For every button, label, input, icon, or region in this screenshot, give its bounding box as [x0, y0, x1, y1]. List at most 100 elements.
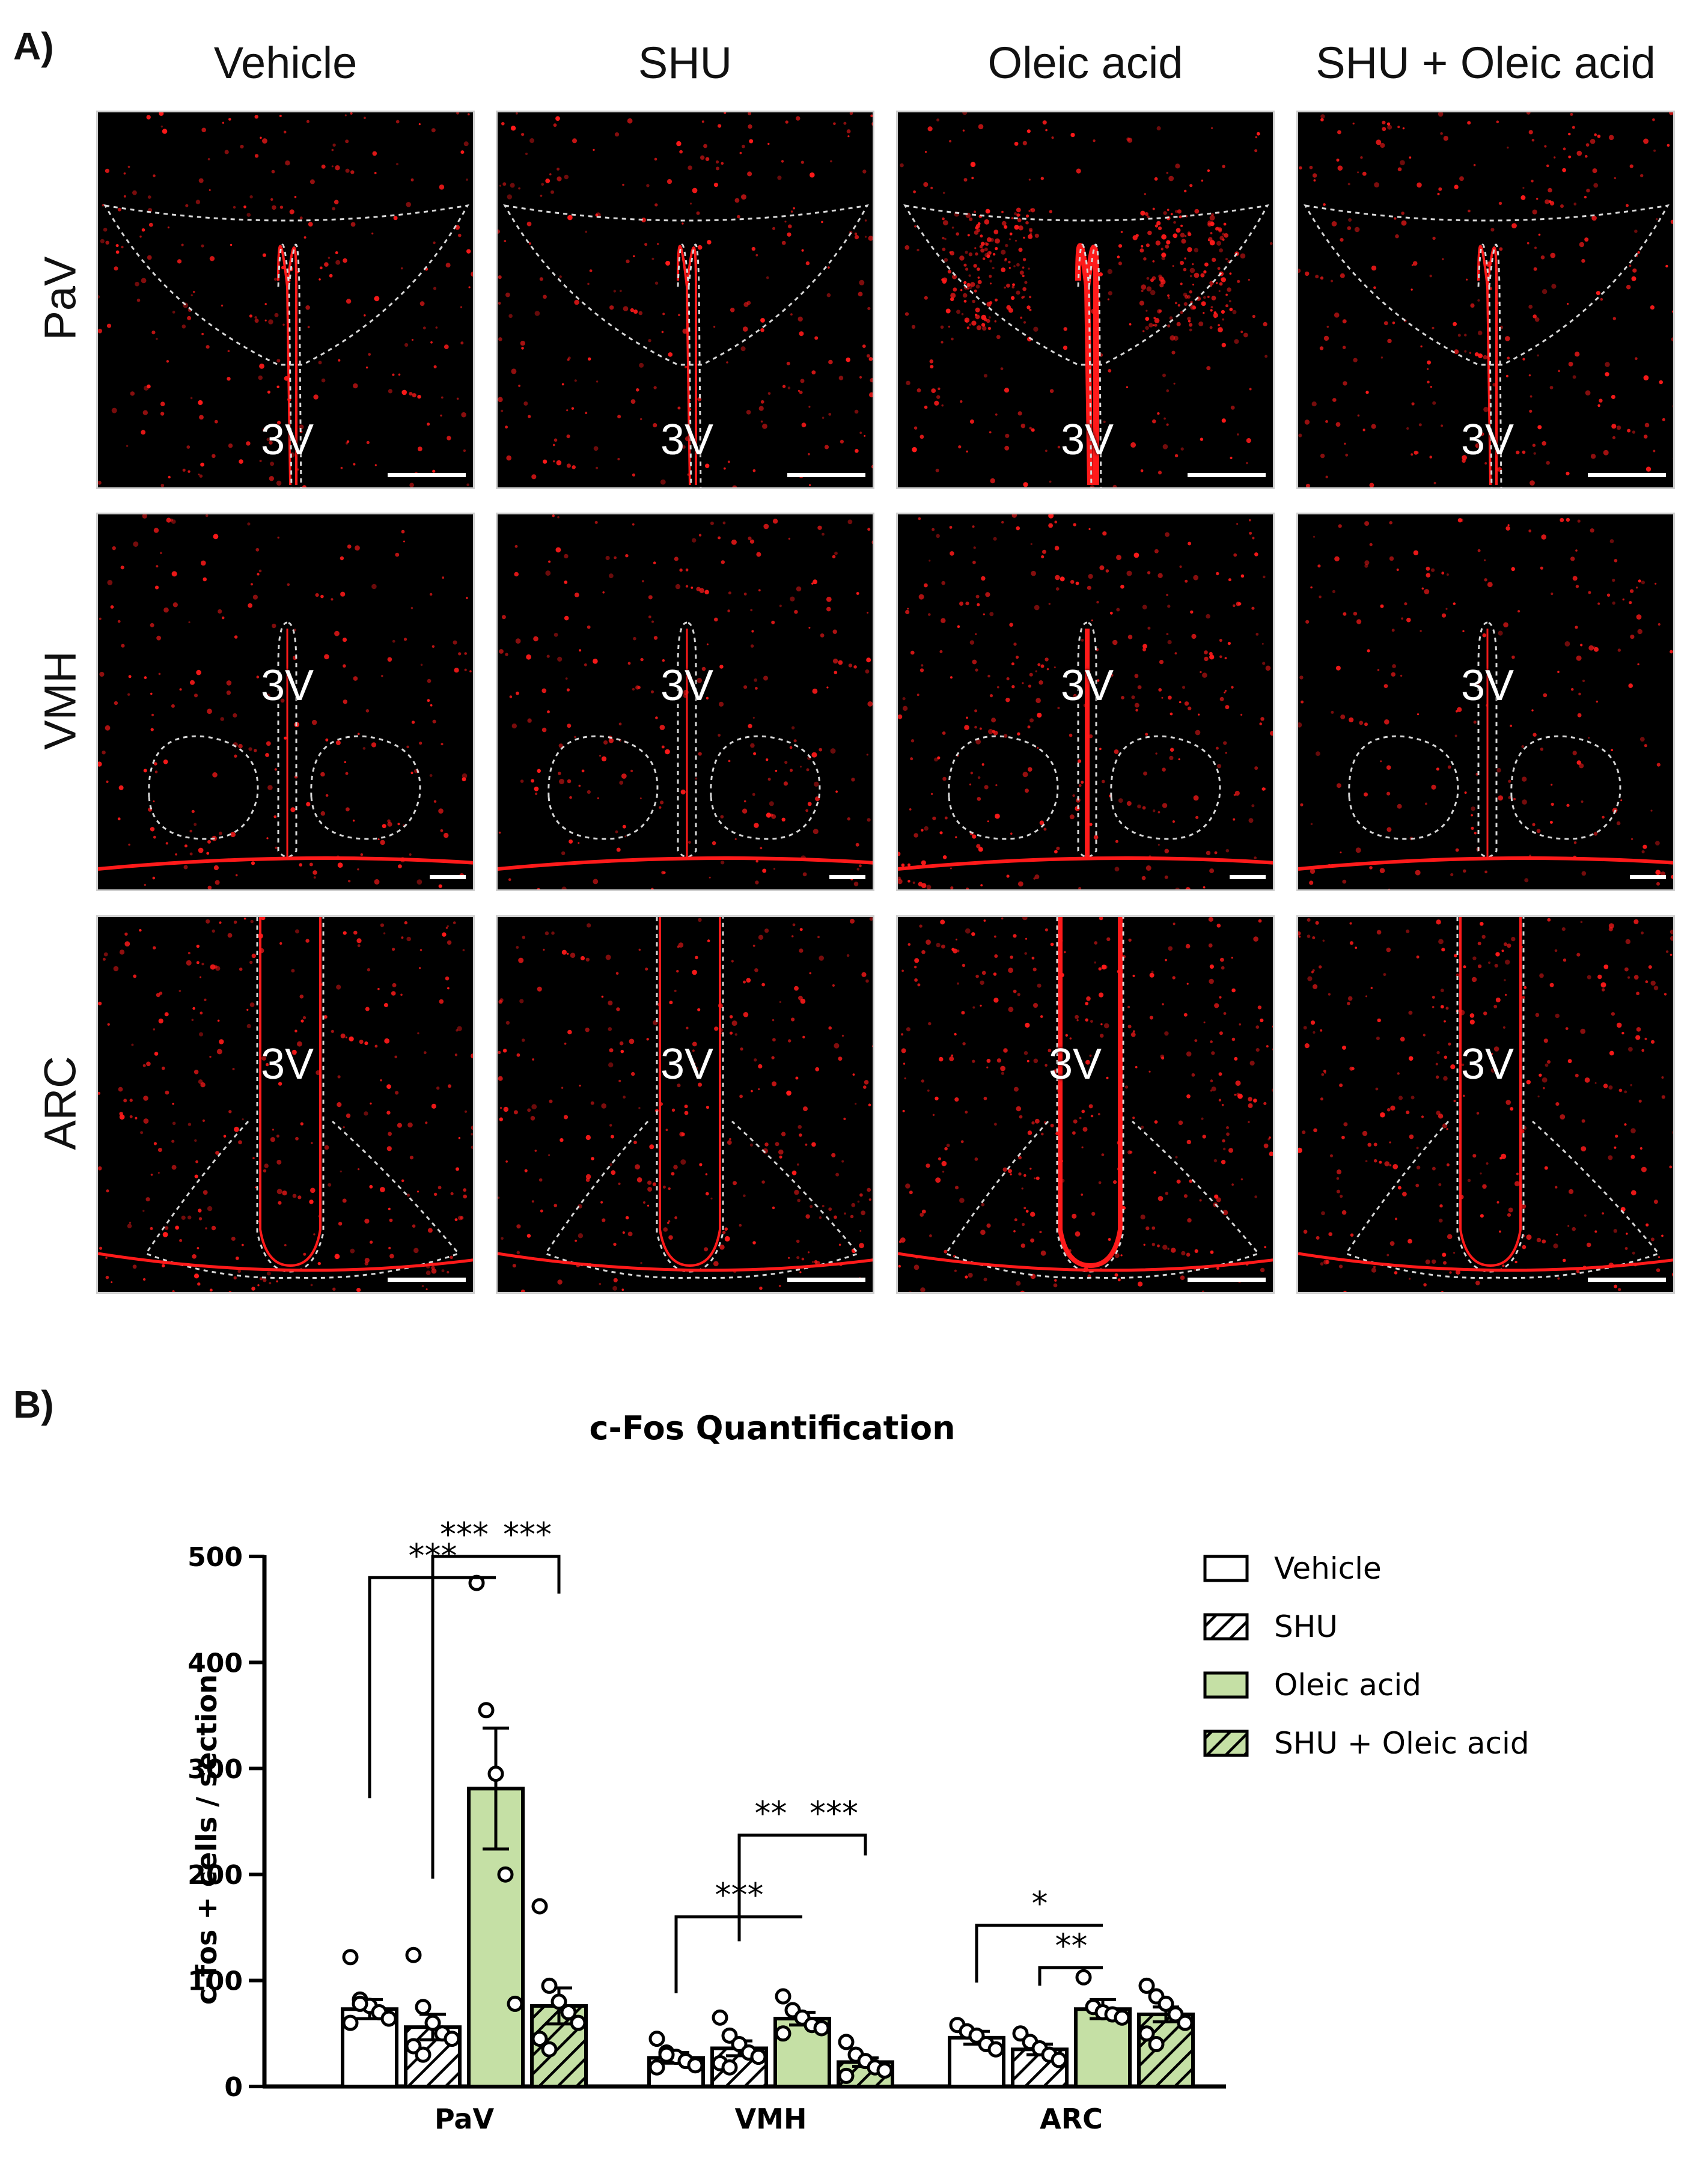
scale-bar	[1588, 473, 1666, 477]
micrograph-arc-0: 3V	[96, 915, 475, 1294]
column-title-2: Oleic acid	[987, 38, 1183, 88]
column-title-1: SHU	[638, 38, 733, 88]
significance-bracket	[496, 1555, 561, 1594]
y-tick-label: 300	[188, 1754, 243, 1785]
ventricle-label: 3V	[260, 662, 314, 710]
scale-bar	[430, 875, 466, 879]
y-tick-label: 100	[188, 1966, 243, 1997]
scale-bar	[388, 1278, 466, 1282]
data-point	[342, 2014, 359, 2031]
micrograph-drawing	[900, 112, 1273, 487]
y-tick-label: 0	[224, 2072, 243, 2103]
scale-bar	[787, 473, 865, 477]
legend-label: Vehicle	[1274, 1551, 1382, 1586]
micrograph-pav-2: 3V	[896, 111, 1275, 489]
micrograph-drawing	[98, 514, 473, 889]
data-point	[497, 1866, 514, 1883]
ventricle-label: 3V	[1460, 662, 1514, 710]
data-point	[1138, 2025, 1155, 2042]
ventricle-label: 3V	[1060, 416, 1114, 464]
micrograph-drawing	[498, 514, 873, 889]
x-category-label: ARC	[1040, 2103, 1103, 2135]
data-point	[1051, 2052, 1067, 2068]
micrograph-drawing	[898, 514, 1273, 889]
data-point	[750, 2049, 767, 2065]
significance-label: **	[1055, 1927, 1088, 1964]
micrograph-drawing	[98, 917, 473, 1292]
micrograph-drawing	[498, 112, 873, 487]
significance-label: ***	[409, 1537, 457, 1574]
x-category-label: PaV	[435, 2103, 495, 2135]
data-point	[405, 2038, 422, 2055]
data-point	[712, 2009, 728, 2026]
row-label-vmh: VMH	[35, 651, 85, 750]
data-point	[424, 2014, 441, 2031]
data-point	[648, 2059, 665, 2076]
micrograph-drawing	[1298, 917, 1673, 1292]
data-point	[775, 1988, 791, 2005]
ventricle-label: 3V	[1460, 1040, 1514, 1088]
data-point	[1157, 1995, 1174, 2012]
data-point	[1167, 2006, 1184, 2023]
data-point	[1075, 1969, 1092, 1986]
data-point	[415, 1999, 432, 2016]
data-point	[721, 2059, 738, 2076]
data-point	[541, 2041, 558, 2058]
micrograph-drawing	[1298, 112, 1673, 487]
data-point	[507, 1995, 523, 2012]
column-title-3: SHU + Oleic acid	[1316, 38, 1656, 88]
legend-swatch	[1203, 1613, 1249, 1641]
data-point	[987, 2041, 1004, 2058]
data-point	[342, 1949, 359, 1966]
ventricle-label: 3V	[1060, 662, 1114, 710]
scale-bar	[1230, 875, 1266, 879]
data-point	[570, 2014, 587, 2031]
panel-a-letter: A)	[13, 25, 54, 68]
significance-label: ***	[715, 1876, 764, 1914]
micrograph-pav-0: 3V	[96, 111, 475, 489]
row-label-arc: ARC	[35, 1056, 85, 1150]
data-point	[813, 2020, 830, 2037]
micrograph-drawing	[898, 917, 1273, 1292]
chart-title: c-Fos Quantification	[589, 1409, 955, 1447]
scale-bar	[787, 1278, 865, 1282]
data-point	[541, 1977, 558, 1994]
data-point	[775, 2025, 791, 2042]
y-tick-label: 500	[188, 1542, 243, 1573]
data-point	[1148, 2035, 1165, 2052]
data-point	[531, 1898, 548, 1915]
data-point	[658, 2046, 675, 2063]
micrograph-drawing	[98, 112, 473, 487]
scale-bar	[829, 875, 865, 879]
micrograph-vmh-2: 3V	[896, 513, 1275, 891]
data-point	[405, 1946, 422, 1963]
data-point	[838, 2067, 855, 2084]
scale-bar	[1588, 1278, 1666, 1282]
micrograph-arc-1: 3V	[496, 915, 874, 1294]
data-point	[444, 2031, 460, 2047]
micrograph-drawing	[1298, 517, 1673, 889]
x-category-label: VMH	[735, 2103, 807, 2135]
significance-label: ***	[810, 1794, 858, 1832]
data-point	[731, 2035, 748, 2052]
micrograph-pav-1: 3V	[496, 111, 874, 489]
scale-bar	[1188, 473, 1266, 477]
data-point	[1012, 2025, 1029, 2042]
micrograph-pav-3: 3V	[1296, 111, 1675, 489]
y-tick-label: 400	[188, 1648, 243, 1678]
micrograph-arc-3: 3V	[1296, 915, 1675, 1294]
bar	[404, 2025, 462, 2088]
data-point	[648, 2031, 665, 2047]
data-point	[721, 2027, 738, 2044]
y-axis-label: c-fos + cells / section	[191, 1674, 223, 2005]
significance-bracket	[975, 1924, 1103, 1983]
ventricle-label: 3V	[1048, 1040, 1102, 1088]
significance-label: *	[1032, 1885, 1048, 1922]
significance-label: ***	[440, 1516, 489, 1553]
ventricle-label: 3V	[260, 1040, 314, 1088]
ventricle-label: 3V	[660, 1040, 714, 1088]
significance-bracket	[1038, 1966, 1103, 1986]
data-point	[1138, 1977, 1155, 1994]
significance-label: **	[755, 1794, 787, 1832]
ventricle-label: 3V	[660, 416, 714, 464]
